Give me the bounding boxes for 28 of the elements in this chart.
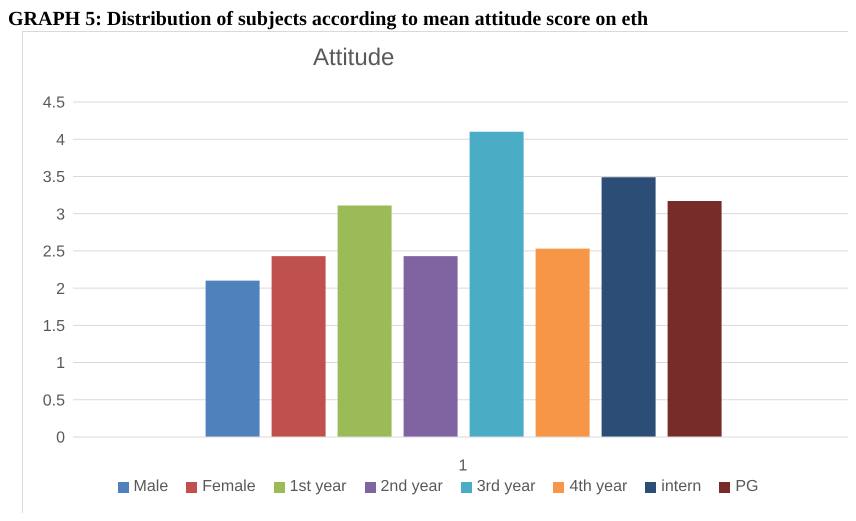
legend-label: intern	[661, 477, 702, 497]
legend-label: Male	[134, 477, 168, 497]
bar	[602, 177, 656, 437]
chart-title: GRAPH 5: Distribution of subjects according to mean attitude score on eth	[8, 8, 650, 30]
chart-subtitle: Attitude	[313, 44, 394, 72]
legend-label: 2nd year	[380, 477, 443, 497]
bar	[668, 201, 722, 437]
y-tick-label: 0	[56, 430, 66, 447]
legend-label: 3rd year	[476, 477, 536, 497]
y-tick-label: 2	[56, 280, 66, 298]
y-tick-label: 4	[56, 132, 66, 149]
y-tick-label: 1	[56, 355, 66, 372]
bar	[404, 256, 458, 437]
y-tick-label: 0.5	[42, 392, 66, 410]
y-tick-label: 1.5	[42, 318, 66, 336]
bar	[536, 248, 590, 437]
bar	[338, 205, 392, 437]
legend-label: PG	[735, 477, 758, 497]
bar	[470, 132, 524, 437]
y-tick-label: 3.5	[42, 169, 66, 186]
y-tick-label: 2.5	[42, 244, 66, 261]
bar	[206, 280, 260, 437]
legend-label: Female	[202, 477, 256, 497]
legend-label: 4th year	[569, 477, 628, 497]
y-tick-label: 3	[56, 206, 66, 224]
y-tick-label: 4.5	[42, 94, 66, 112]
bar	[272, 256, 326, 437]
legend-label: 1st year	[290, 477, 347, 497]
